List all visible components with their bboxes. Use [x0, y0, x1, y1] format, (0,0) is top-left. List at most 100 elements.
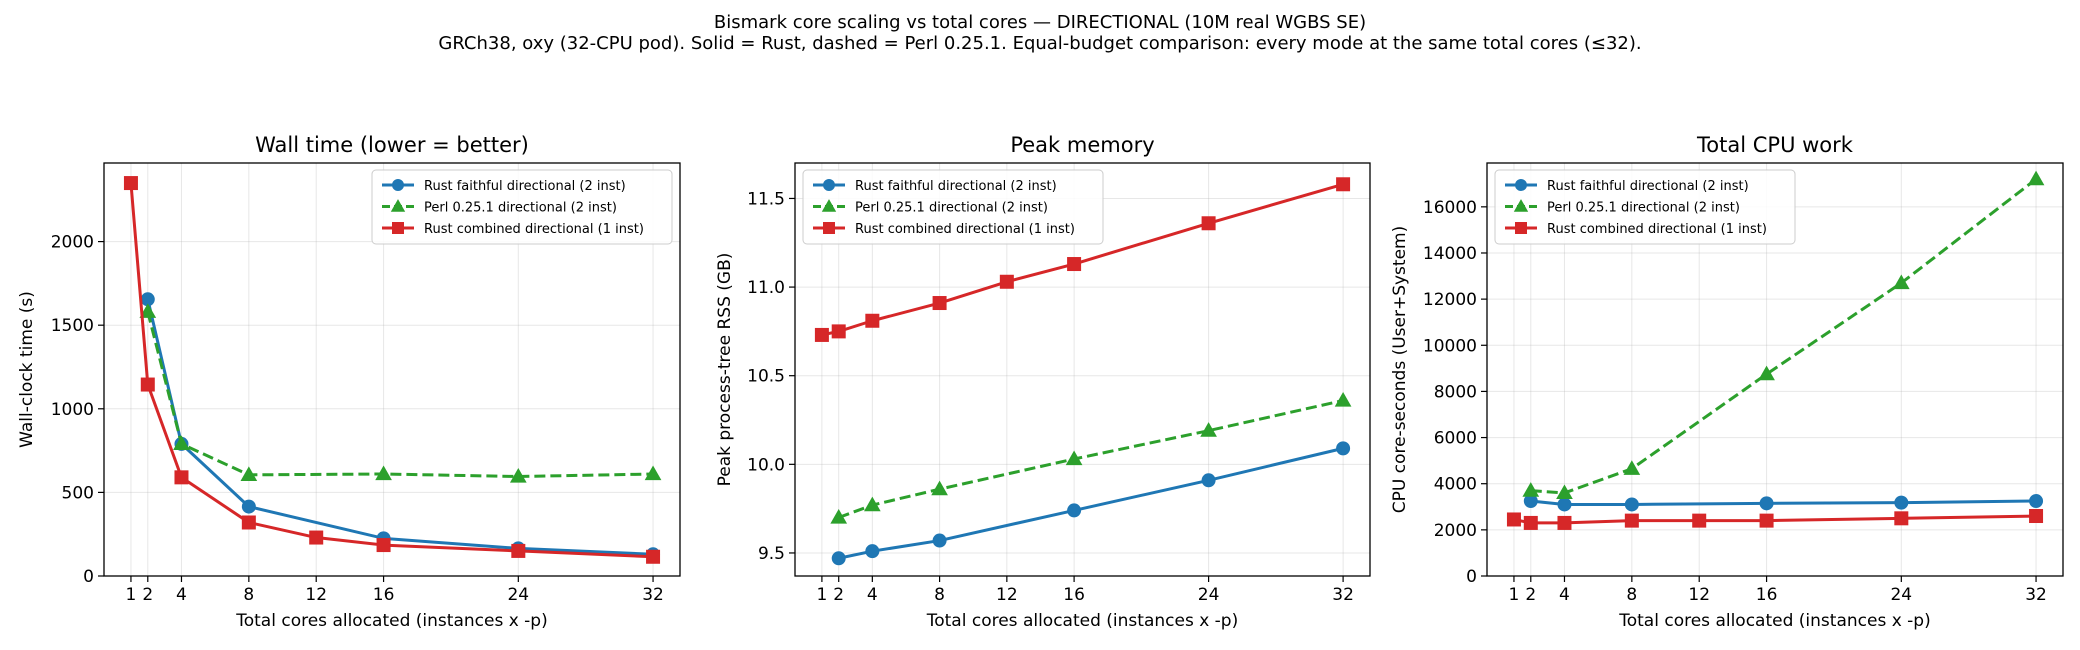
- data-point: [241, 515, 256, 530]
- data-point: [1065, 450, 1083, 466]
- data-point: [240, 466, 258, 481]
- data-point: [831, 551, 846, 566]
- legend: Rust faithful directional (2 inst) Perl 0…: [1494, 169, 1796, 245]
- legend-swatch-marker: [821, 199, 837, 212]
- data-point: [1894, 511, 1909, 526]
- panel-title: Peak memory: [1010, 133, 1154, 157]
- data-point: [931, 480, 948, 496]
- y-tick-label: 1000: [51, 400, 94, 420]
- plot-frame: [1486, 162, 2064, 577]
- y-tick-label: 16000: [1423, 198, 1477, 218]
- legend-frame: [802, 169, 1104, 245]
- data-point: [1556, 484, 1573, 500]
- x-tick-label: 12: [305, 585, 327, 605]
- legend-frame: [371, 169, 673, 245]
- data-point: [173, 435, 190, 451]
- data-point: [1336, 177, 1351, 192]
- series-3: [1506, 509, 2044, 530]
- y-tick-label: 10.0: [747, 455, 785, 475]
- y-tick-label: 0: [1466, 567, 1477, 587]
- plot-frame: [794, 162, 1371, 577]
- data-point: [375, 465, 392, 481]
- legend-swatch-marker: [1515, 222, 1527, 234]
- data-point: [865, 544, 880, 559]
- data-point: [174, 470, 189, 485]
- data-point: [814, 327, 829, 342]
- data-point: [123, 176, 138, 191]
- data-point: [864, 496, 881, 512]
- x-axis-label: Total cores allocated (instances x -p): [235, 611, 547, 631]
- x-tick-label: 24: [507, 585, 529, 605]
- data-point: [1557, 497, 1572, 512]
- figure-title-line-2: GRCh38, oxy (32-CPU pod). Solid = Rust, …: [438, 33, 1641, 54]
- data-point: [309, 530, 324, 545]
- data-point: [831, 324, 846, 339]
- x-tick-label: 2: [1525, 585, 1536, 605]
- data-point: [1201, 473, 1216, 488]
- y-axis-label: CPU core-seconds (User+System): [1390, 226, 1410, 513]
- data-point: [865, 313, 880, 328]
- x-tick-label: 16: [1756, 585, 1778, 605]
- y-tick-label: 9.5: [758, 544, 785, 564]
- data-point: [1334, 392, 1352, 407]
- legend-swatch-marker: [823, 222, 835, 234]
- y-tick-label: 2000: [1434, 521, 1477, 541]
- data-point: [830, 509, 848, 524]
- y-tick-label: 4000: [1434, 475, 1477, 495]
- data-point: [1759, 496, 1774, 511]
- y-tick-label: 10.5: [747, 367, 785, 387]
- y-tick-label: 0: [83, 567, 94, 587]
- figure-title-line-1: Bismark core scaling vs total cores — DI…: [714, 12, 1366, 33]
- data-point: [1523, 515, 1538, 530]
- data-point: [932, 296, 947, 311]
- data-point: [1624, 497, 1639, 512]
- legend-label: Perl 0.25.1 directional (2 inst): [424, 201, 617, 216]
- y-tick-label: 12000: [1423, 290, 1477, 310]
- data-point: [1623, 460, 1641, 475]
- legend-label: Rust combined directional (1 inst): [855, 222, 1075, 237]
- panel-title: Wall time (lower = better): [255, 133, 529, 157]
- legend-swatch-marker: [390, 199, 406, 212]
- data-point: [1201, 216, 1216, 231]
- x-axis-label: Total cores allocated (instances x -p): [926, 611, 1238, 631]
- series-1: [831, 441, 1351, 566]
- data-point: [1758, 365, 1775, 381]
- y-tick-label: 10000: [1423, 336, 1477, 356]
- data-point: [2029, 509, 2044, 524]
- data-point: [509, 468, 527, 483]
- x-tick-label: 1: [126, 585, 137, 605]
- data-point: [932, 533, 947, 548]
- x-tick-label: 2: [833, 585, 844, 605]
- x-tick-label: 24: [1890, 585, 1912, 605]
- data-point: [139, 303, 157, 318]
- series-1: [140, 292, 661, 562]
- series-2: [830, 392, 1352, 524]
- legend-frame: [1494, 169, 1796, 245]
- legend-swatch-marker: [392, 179, 404, 191]
- series-line: [129, 182, 654, 559]
- x-tick-label: 16: [1063, 585, 1085, 605]
- y-tick-label: 8000: [1434, 382, 1477, 402]
- series-2: [1522, 170, 2045, 500]
- x-tick-label: 16: [373, 585, 395, 605]
- x-tick-label: 32: [1332, 585, 1354, 605]
- data-point: [1506, 512, 1521, 527]
- x-tick-label: 4: [176, 585, 187, 605]
- y-tick-label: 1500: [51, 316, 94, 336]
- data-point: [1557, 515, 1572, 530]
- series-line: [838, 446, 1344, 560]
- y-tick-label: 11.5: [747, 189, 785, 209]
- plot-frame: [103, 162, 681, 577]
- data-point: [1522, 482, 1540, 497]
- x-tick-label: 2: [142, 585, 153, 605]
- legend-label: Rust faithful directional (2 inst): [855, 179, 1057, 194]
- data-point: [1067, 503, 1082, 518]
- x-tick-label: 8: [243, 585, 254, 605]
- series-1: [1523, 494, 2044, 512]
- legend-label: Rust combined directional (1 inst): [424, 222, 644, 237]
- data-point: [140, 377, 155, 392]
- x-tick-label: 12: [996, 585, 1018, 605]
- data-point: [1894, 495, 1909, 510]
